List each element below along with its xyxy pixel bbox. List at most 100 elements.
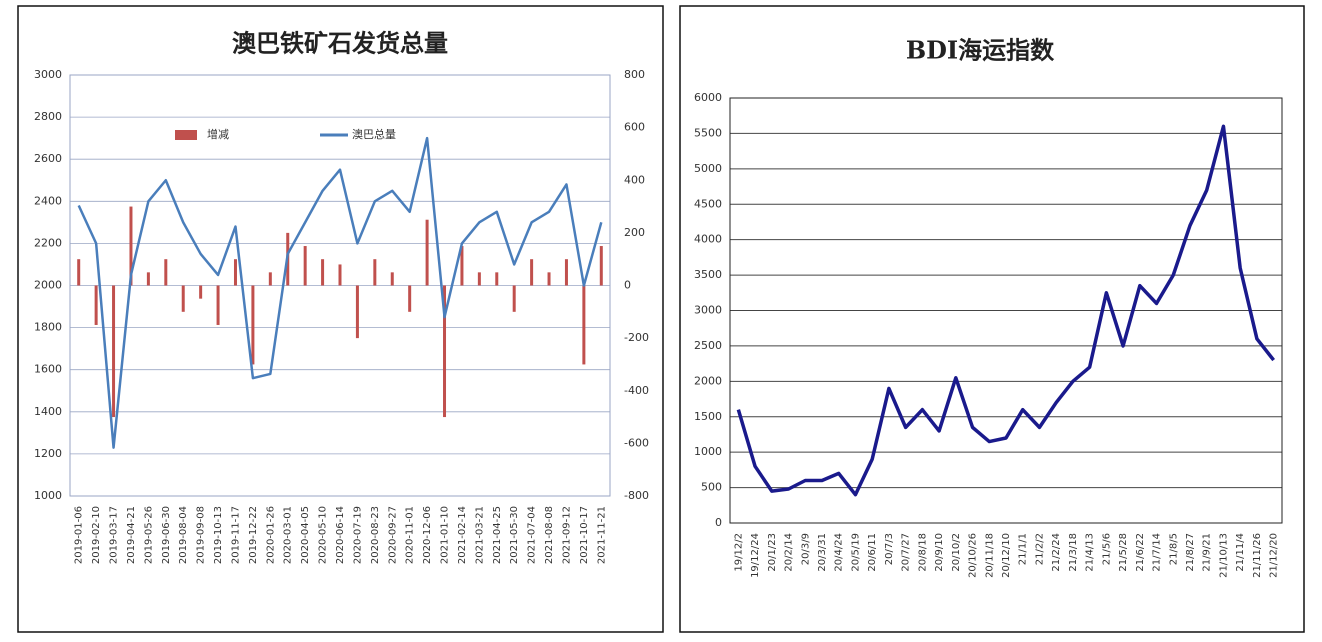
bar [355,285,359,339]
x-tick-label: 2021-11-21 [596,506,607,564]
bar [164,259,168,286]
y-tick-label: 4000 [694,233,722,246]
x-tick-label: 19/12/2 [733,533,744,572]
x-tick-label: 21/2/24 [1051,533,1062,572]
x-tick-label: 21/11/26 [1252,533,1263,578]
y-tick-label: 5000 [694,162,722,175]
y2-tick-label: -200 [624,331,649,344]
x-tick-label: 21/3/18 [1068,533,1079,572]
x-tick-label: 20/7/27 [901,533,912,572]
x-tick-label: 2020-06-14 [335,506,346,564]
x-tick-label: 20/10/2 [951,533,962,572]
x-tick-label: 2021-07-04 [527,506,538,564]
x-tick-label: 20/10/26 [968,533,979,578]
x-tick-label: 2019-01-06 [74,506,85,564]
bar [233,259,237,286]
x-tick-label: 21/4/13 [1085,533,1096,572]
y-tick-label: 1400 [34,405,62,418]
line-series [77,136,603,449]
bar [77,259,81,286]
x-tick-label: 20/12/10 [1001,533,1012,578]
x-tick-label: 2021-05-30 [509,506,520,564]
x-tick-label: 20/3/9 [800,533,811,565]
bar [495,272,499,286]
x-tick-label: 21/9/21 [1202,533,1213,572]
chart-title: 澳巴铁矿石发货总量 [232,29,448,58]
x-tick-label: 20/9/10 [934,533,945,572]
y-tick-label: 1800 [34,321,62,334]
bar [373,259,377,286]
y-tick-label: 2500 [694,339,722,352]
x-tick-label: 20/3/31 [817,533,828,572]
bar [477,272,481,286]
x-tick-label: 21/5/6 [1101,533,1112,565]
x-tick-label: 2020-03-01 [283,506,294,564]
bar [181,285,185,312]
bar [512,285,516,312]
bar [146,272,150,286]
bar [390,272,394,286]
bar [112,285,116,418]
x-tick-label: 19/12/24 [750,533,761,578]
x-tick-label: 2020-08-23 [370,506,381,564]
y-tick-label: 0 [715,516,722,529]
y2-tick-label: 800 [624,68,645,81]
x-tick-label: 2020-07-19 [352,506,363,564]
legend-label: 澳巴总量 [352,127,396,141]
x-tick-label: 21/8/5 [1168,533,1179,565]
x-tick-label: 21/1/1 [1018,533,1029,565]
legend-swatch [175,130,197,140]
y-tick-label: 3000 [34,68,62,81]
bar [425,219,429,286]
x-tick-label: 20/11/18 [984,533,995,578]
x-tick-label: 2019-06-30 [161,506,172,564]
x-tick-label: 20/7/3 [884,533,895,565]
y-tick-label: 2800 [34,110,62,123]
y-tick-label: 4500 [694,197,722,210]
right-panel [679,5,1305,633]
x-tick-label: 2020-12-06 [422,506,433,564]
y-tick-label: 2200 [34,236,62,249]
y-tick-label: 500 [701,481,722,494]
x-tick-label: 2019-04-21 [126,506,137,564]
x-tick-label: 21/12/20 [1269,533,1280,578]
bar [251,285,255,365]
x-tick-label: 2021-04-25 [492,506,503,564]
x-tick-label: 2020-05-10 [318,506,329,564]
y-tick-label: 3000 [694,304,722,317]
x-tick-label: 21/6/22 [1135,533,1146,572]
x-tick-label: 2021-02-14 [457,506,468,564]
y-tick-label: 2000 [694,374,722,387]
x-tick-label: 21/8/27 [1185,533,1196,572]
x-tick-label: 2019-03-17 [109,506,120,564]
x-tick-label: 2019-11-17 [230,506,241,564]
x-tick-label: 2020-11-01 [405,506,416,564]
y-tick-label: 1000 [34,489,62,502]
legend-label: 增减 [207,127,229,141]
x-tick-label: 21/10/13 [1218,533,1229,578]
bar [547,272,551,286]
y-tick-label: 6000 [694,91,722,104]
bar [582,285,586,365]
x-tick-label: 2019-08-04 [178,506,189,564]
bar [408,285,412,312]
x-tick-label: 2021-03-21 [474,506,485,564]
y2-tick-label: -400 [624,384,649,397]
y-tick-label: 3500 [694,268,722,281]
line-series [736,124,1276,497]
bar [338,264,342,286]
x-tick-label: 2020-09-27 [387,506,398,564]
x-tick-label: 20/4/24 [834,533,845,572]
x-tick-label: 20/1/23 [767,533,778,572]
y-tick-label: 1500 [694,410,722,423]
y-tick-label: 2400 [34,194,62,207]
x-tick-label: 2021-09-12 [561,506,572,564]
plot-frame [69,74,611,497]
x-tick-label: 2020-01-26 [265,506,276,564]
y2-tick-label: 200 [624,226,645,239]
x-tick-label: 2021-01-10 [440,506,451,564]
bar [94,285,98,325]
bar [564,259,568,286]
x-tick-label: 2019-12-22 [248,506,259,564]
